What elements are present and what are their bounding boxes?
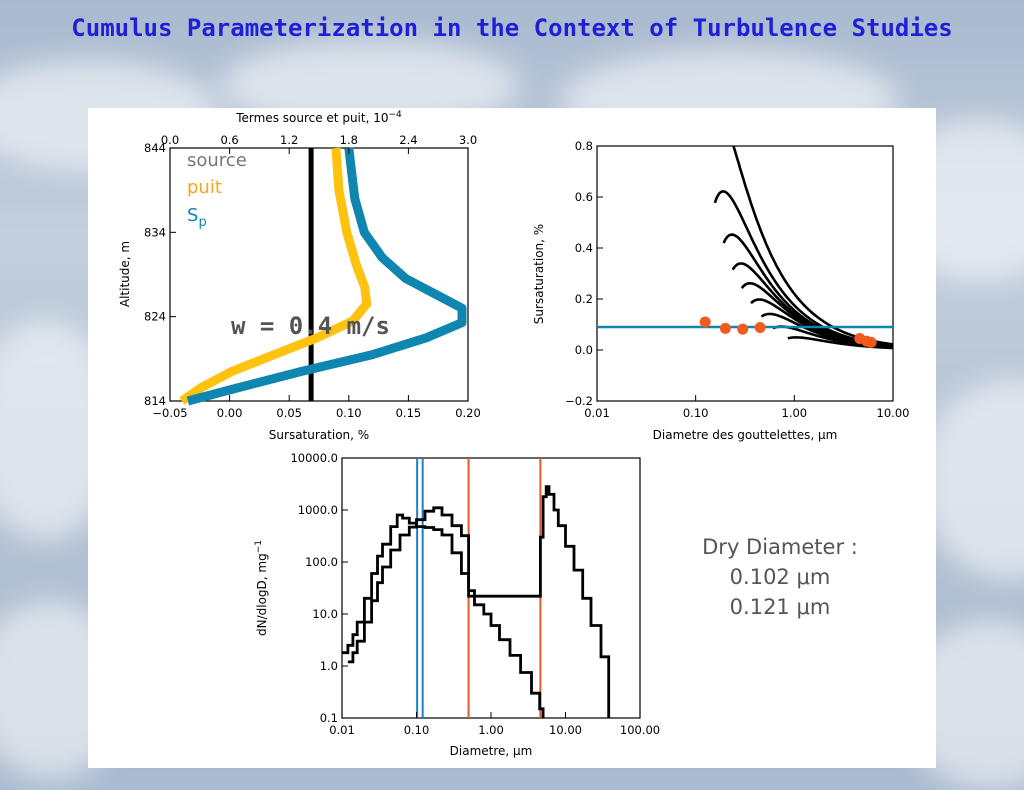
chart1-annotation: w = 0.4 m/s: [231, 312, 390, 340]
dry-diameter-value-1: 0.102 μm: [730, 565, 831, 589]
chart2-xtick-label-3: 10.00: [877, 406, 910, 420]
chart1-ytick-label-1: 824: [144, 310, 166, 324]
chart2-ylabel: Sursaturation, %: [532, 224, 546, 324]
chart3-line-initial: [342, 513, 545, 718]
legend-sp-sub: p: [198, 215, 206, 230]
chart1-xtick-label-3: 0.10: [336, 406, 362, 420]
dry-value-2-num: 0.121: [730, 595, 797, 619]
chart3-series-group: [342, 458, 611, 718]
chart3-ytick-label-4: 1000.0: [298, 503, 338, 517]
chart1-line-sp: [186, 147, 467, 406]
chart1-ytick-label-2: 834: [144, 225, 166, 239]
chart1-series-group: [179, 147, 467, 406]
chart3: 0.01 0.10 1.00 10.00 100.00 0.1 1.0 10.0 100.0 10…: [254, 451, 660, 758]
chart2: 0.01 0.10 1.00 10.00 −0.2 0.0 0.2 0.4 0.6 0.8 Dia…: [532, 139, 909, 442]
chart2-ytick-label-4: 0.6: [575, 190, 593, 204]
chart1-xtick-label-4: 0.15: [396, 406, 422, 420]
chart3-xtick-label-4: 100.00: [620, 723, 660, 737]
chart1-xtick-label-2: 0.05: [276, 406, 302, 420]
dry-value-2-m: m: [810, 595, 830, 619]
chart3-ytick-label-3: 100.0: [305, 555, 338, 569]
chart2-ytick-label-1: 0.0: [575, 343, 593, 357]
chart1-plot-frame: [169, 147, 469, 402]
chart2-axes-group: 0.01 0.10 1.00 10.00 −0.2 0.0 0.2 0.4 0.6 0.8: [565, 139, 909, 420]
chart3-plot-frame: [341, 457, 641, 719]
chart2-marker-0: [699, 316, 711, 328]
dry-diameter-block: Dry Diameter : 0.102 μm 0.121 μm: [702, 535, 858, 619]
chart3-ylabel-exp: −1: [254, 540, 264, 553]
chart1: −0.05 0.00 0.05 0.10 0.15 0.20 0.0 0.6 1.2 1.8 2.4…: [118, 110, 481, 442]
chart1-top-xlabel-exp: −4: [388, 110, 402, 120]
chart3-ytick-label-5: 10000.0: [290, 451, 338, 465]
chart3-ytick-label-2: 10.0: [312, 607, 338, 621]
chart2-marker-2: [737, 323, 749, 335]
chart3-xtick-label-3: 10.00: [549, 723, 582, 737]
dry-diameter-value-2: 0.121 μm: [730, 595, 831, 619]
chart1-xtick-label-1: 0.00: [217, 406, 243, 420]
chart3-ytick-label-0: 0.1: [320, 711, 338, 725]
chart2-series-group: [597, 146, 893, 350]
dry-value-2-mu: μ: [796, 595, 809, 619]
chart2-ytick-label-2: 0.2: [575, 292, 593, 306]
chart1-top-xtick-label-0: 0.0: [161, 133, 179, 147]
chart1-top-xlabel: Termes source et puit, 10−4: [235, 110, 402, 125]
chart1-xtick-label-0: −0.05: [152, 406, 187, 420]
dry-diameter-label: Dry Diameter :: [702, 535, 858, 559]
chart2-marker-3: [754, 322, 766, 334]
chart1-xlabel: Sursaturation, %: [269, 428, 369, 442]
chart1-top-xlabel-prefix: Termes source et puit, 10: [235, 111, 388, 125]
chart2-xtick-label-1: 0.10: [683, 406, 709, 420]
chart1-top-xtick-label-4: 2.4: [399, 133, 417, 147]
dry-value-1-m: m: [810, 565, 830, 589]
chart3-ylabel-main: dN/dlogD, mg: [255, 553, 269, 636]
chart1-top-xtick-label-2: 1.2: [280, 133, 298, 147]
chart3-line-final: [347, 485, 611, 718]
slide-title: Cumulus Parameterization in the Context …: [71, 14, 953, 42]
chart1-top-xtick-label-3: 1.8: [340, 133, 358, 147]
chart3-xtick-label-1: 0.10: [404, 723, 430, 737]
chart2-xtick-label-0: 0.01: [584, 406, 610, 420]
chart3-xtick-label-2: 1.00: [478, 723, 504, 737]
chart1-ylabel: Altitude, m: [118, 241, 132, 307]
chart2-xtick-label-2: 1.00: [782, 406, 808, 420]
chart3-xlabel: Diametre, μm: [450, 744, 533, 758]
chart2-marker-6: [865, 336, 877, 348]
chart2-ytick-label-3: 0.4: [575, 241, 593, 255]
legend-sp-main: S: [187, 205, 198, 226]
chart1-ytick-label-3: 844: [144, 141, 166, 155]
chart3-axes-group: 0.01 0.10 1.00 10.00 100.00 0.1 1.0 10.0 100.0 10…: [290, 451, 660, 737]
chart2-plot-frame: [596, 145, 894, 402]
chart2-ytick-label-0: −0.2: [565, 394, 593, 408]
legend-sp: Sp: [187, 205, 207, 230]
legend-source: source: [187, 150, 247, 171]
chart2-ytick-label-5: 0.8: [575, 139, 593, 153]
figure-panel: −0.05 0.00 0.05 0.10 0.15 0.20 0.0 0.6 1.2 1.8 2.4…: [88, 108, 936, 768]
dry-value-1-num: 0.102: [730, 565, 797, 589]
chart1-line-puit: [179, 147, 372, 405]
chart1-xtick-label-5: 0.20: [455, 406, 481, 420]
chart1-top-xtick-label-5: 3.0: [459, 133, 477, 147]
figure-svg: −0.05 0.00 0.05 0.10 0.15 0.20 0.0 0.6 1.2 1.8 2.4…: [118, 110, 909, 758]
legend-puit: puit: [187, 177, 222, 198]
chart2-marker-1: [719, 322, 731, 334]
dry-value-1-mu: μ: [796, 565, 809, 589]
chart3-xtick-label-0: 0.01: [329, 723, 355, 737]
chart3-ytick-label-1: 1.0: [320, 659, 338, 673]
chart1-top-xtick-label-1: 0.6: [220, 133, 238, 147]
chart2-xlabel: Diametre des gouttelettes, μm: [653, 428, 838, 442]
chart3-ylabel: dN/dlogD, mg−1: [254, 540, 269, 636]
chart1-ytick-label-0: 814: [144, 394, 166, 408]
chart2-kohler-curve-8: [787, 336, 893, 350]
chart1-axes-group: −0.05 0.00 0.05 0.10 0.15 0.20 0.0 0.6 1.2 1.8 2.4…: [144, 133, 481, 420]
